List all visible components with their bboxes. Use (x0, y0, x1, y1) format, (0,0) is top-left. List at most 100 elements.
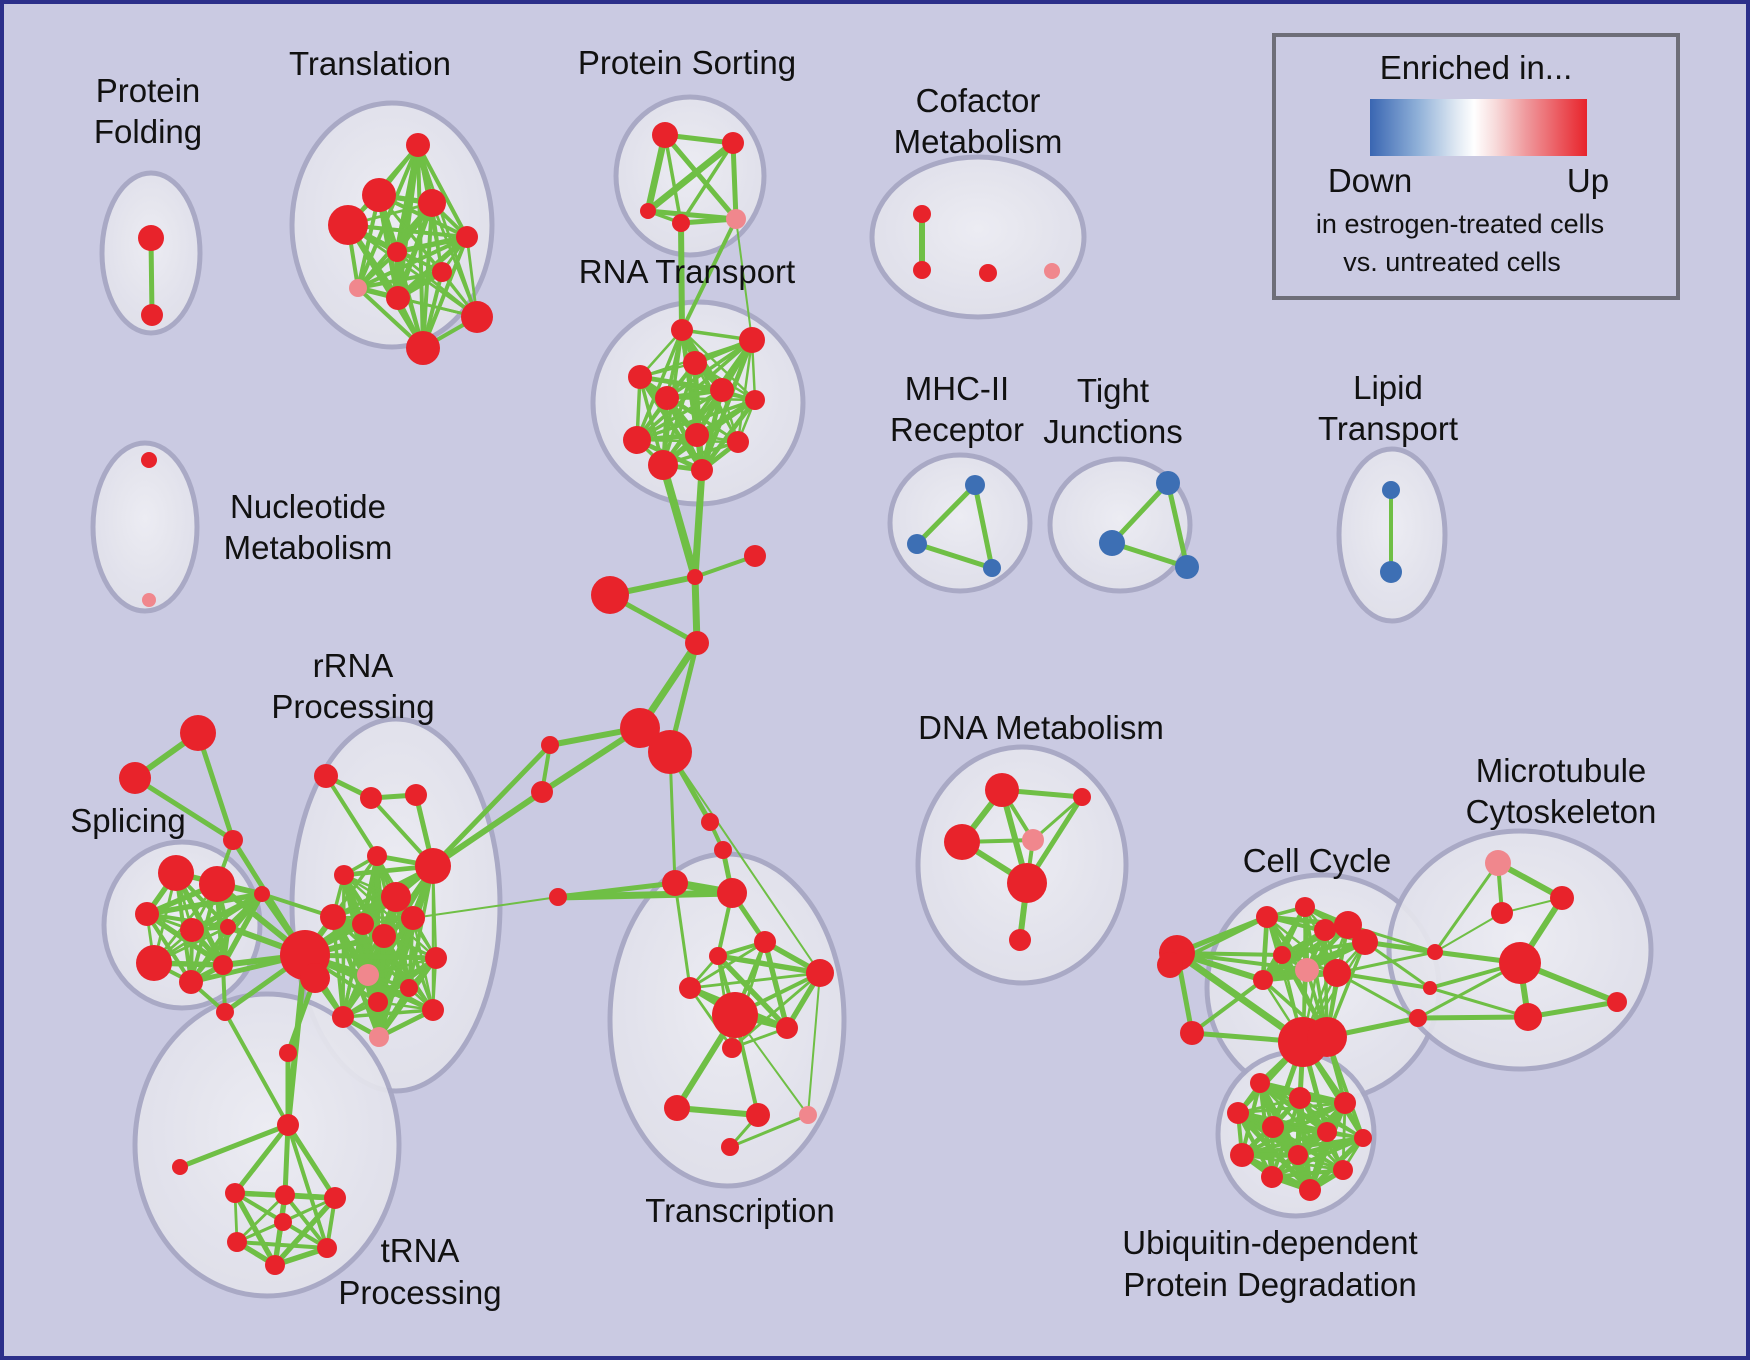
node-ps5 (726, 209, 746, 229)
node-dn6 (1009, 929, 1031, 951)
node-rr1 (314, 764, 338, 788)
node-t4 (328, 205, 368, 245)
node-tc1 (662, 870, 688, 896)
node-mid (279, 1044, 297, 1062)
node-rr8 (352, 913, 374, 935)
edge (346, 223, 479, 319)
edge (411, 916, 435, 1012)
cluster-label: Translation (289, 45, 451, 82)
node-j3 (685, 631, 709, 655)
node-sp7 (136, 945, 172, 981)
edge (665, 338, 754, 400)
cluster-label: Cell Cycle (1243, 842, 1392, 879)
node-rr12 (425, 947, 447, 969)
edge (144, 891, 265, 917)
node-rr4 (367, 846, 387, 866)
cluster-label: Microtubule (1476, 752, 1647, 789)
node-m1 (701, 813, 719, 831)
node-dn1 (985, 773, 1019, 807)
edge (412, 896, 559, 919)
node-sp2 (199, 866, 235, 902)
node-rr7 (320, 904, 346, 930)
node-rr2 (360, 787, 382, 809)
edge (366, 956, 438, 977)
node-cc1 (1256, 906, 1278, 928)
cluster-label: DNA Metabolism (918, 709, 1164, 746)
node-tj3 (1175, 555, 1199, 579)
node-t3 (418, 189, 446, 217)
node-tj1 (1156, 471, 1180, 495)
cluster-label: RNA Transport (579, 253, 795, 290)
edge (356, 270, 444, 290)
node-rt7 (745, 390, 765, 410)
node-tc7 (679, 977, 701, 999)
edge (1335, 971, 1420, 1020)
node-tns (172, 1159, 188, 1175)
node-mt5 (1607, 992, 1627, 1012)
node-tn5 (317, 1238, 337, 1258)
node-tc13 (721, 1138, 739, 1156)
edge (324, 774, 379, 858)
node-mh2 (907, 534, 927, 554)
cluster-label: Protein Sorting (578, 44, 796, 81)
cluster-label: Nucleotide (230, 488, 386, 525)
node-rr5 (334, 865, 354, 885)
node-rr14 (368, 992, 388, 1012)
edge (735, 218, 753, 341)
node-rr6 (381, 882, 411, 912)
legend: Enriched in... Down Up in estrogen-treat… (1272, 33, 1680, 300)
edge (663, 133, 683, 225)
node-cc9 (1253, 970, 1273, 990)
node-rr16 (332, 1006, 354, 1028)
node-pf1 (138, 225, 164, 251)
edge (1109, 540, 1190, 570)
node-j1 (687, 569, 703, 585)
node-dn2 (1073, 788, 1091, 806)
node-rrB (415, 848, 451, 884)
node-m2 (714, 841, 732, 859)
edge (286, 1123, 329, 1250)
node-mt1 (1485, 850, 1511, 876)
node-ub2 (1289, 1087, 1311, 1109)
node-sp6 (254, 886, 270, 902)
edge (1335, 950, 1437, 975)
node-pf2 (141, 304, 163, 326)
node-lt1 (1382, 481, 1400, 499)
node-rt5 (655, 386, 679, 410)
node-ps3 (640, 203, 656, 219)
edge (1270, 1168, 1345, 1179)
node-tc5 (709, 947, 727, 965)
node-sp9 (213, 955, 233, 975)
node-rr10 (372, 924, 396, 948)
node-L2 (531, 781, 553, 803)
edge (1363, 940, 1432, 990)
edge (715, 953, 823, 976)
node-h1 (620, 708, 660, 748)
node-rr15 (422, 999, 444, 1021)
node-cf3 (979, 264, 997, 282)
cluster-label: Ubiquitin-dependent (1122, 1224, 1417, 1261)
node-cc2 (1295, 897, 1315, 917)
edge (235, 1240, 329, 1250)
edge (680, 217, 738, 332)
node-tc11 (746, 1103, 770, 1127)
cluster-label: Processing (271, 688, 434, 725)
cluster-ellipse-mhc-ii-receptor (887, 452, 1033, 594)
cluster-ellipse-cofactor-metabolism (869, 154, 1087, 320)
node-ub5 (1262, 1116, 1284, 1138)
edge (673, 881, 692, 990)
node-trc (223, 830, 243, 850)
node-cf1 (913, 205, 931, 223)
cluster-label: Folding (94, 113, 202, 150)
edge (1428, 986, 1530, 1019)
cluster-label: Metabolism (224, 529, 393, 566)
edge (1165, 480, 1190, 570)
node-mt4 (1514, 1003, 1542, 1031)
node-tc9 (722, 1038, 742, 1058)
node-dn4 (1022, 829, 1044, 851)
node-dn3 (944, 824, 980, 860)
node-hubA (591, 576, 629, 614)
node-mj2 (1423, 981, 1437, 995)
node-rt11 (648, 450, 678, 480)
edge (235, 1193, 287, 1244)
